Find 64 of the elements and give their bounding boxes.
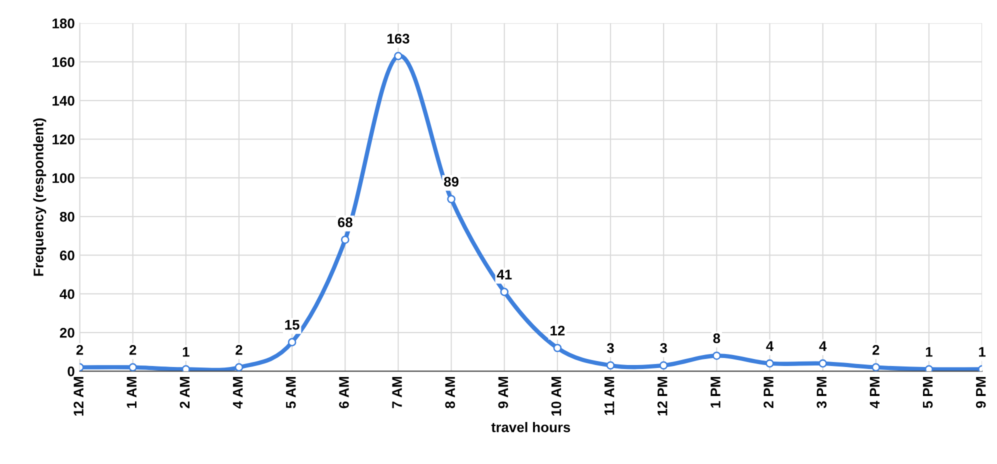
y-tick-label: 0 <box>68 366 74 376</box>
y-tick-label: 80 <box>60 212 74 222</box>
x-tick-label: 2 AM <box>180 376 190 408</box>
data-label: 4 <box>819 341 827 351</box>
x-tick-label: 12 PM <box>657 376 668 416</box>
data-label: 15 <box>285 320 300 330</box>
point <box>766 359 774 368</box>
data-label: 1 <box>926 347 932 357</box>
point <box>553 344 562 352</box>
x-tick-label: 5 AM <box>286 376 296 408</box>
point <box>606 361 615 370</box>
data-label: 1 <box>979 347 986 357</box>
data-label: 8 <box>713 333 720 344</box>
point <box>288 338 296 346</box>
x-tick-label: 10 AM <box>551 376 562 416</box>
data-label: 4 <box>766 341 774 351</box>
x-tick-label: 5 PM <box>923 376 933 408</box>
y-tick-label: 60 <box>60 250 74 260</box>
x-tick-label: 7 AM <box>392 376 402 408</box>
data-label: 2 <box>236 345 242 355</box>
point <box>182 365 190 372</box>
x-tick-label: 4 AM <box>233 376 243 409</box>
data-label: 3 <box>660 343 667 353</box>
point <box>924 365 934 372</box>
x-tick-label: 2 PM <box>764 376 774 408</box>
y-tick-label: 180 <box>52 18 74 28</box>
x-tick-label: 9 PM <box>976 376 986 408</box>
point <box>128 363 138 372</box>
x-tick-label: 8 AM <box>445 376 456 408</box>
point <box>394 52 402 60</box>
x-tick-label: 9 AM <box>498 376 508 408</box>
y-tick-label: 140 <box>52 96 74 106</box>
data-label: 163 <box>388 34 410 44</box>
point <box>659 361 668 370</box>
y-tick-label: 100 <box>52 173 74 184</box>
data-label: 12 <box>550 326 565 336</box>
x-tick-label: 11 AM <box>604 376 614 415</box>
x-tick-label: 3 PM <box>816 376 827 408</box>
x-tick-label: 6 AM <box>339 376 349 408</box>
x-tick-label: 1 PM <box>710 376 720 408</box>
data-label: 89 <box>444 176 458 187</box>
data-label: 2 <box>129 345 136 355</box>
y-tick-label: 120 <box>52 134 74 144</box>
x-axis-title: travel hours <box>491 422 570 432</box>
x-tick-label: 1 AM <box>126 376 136 408</box>
point <box>500 288 509 296</box>
point <box>872 363 880 372</box>
point <box>818 359 827 368</box>
data-label: 2 <box>76 345 84 355</box>
y-tick-label: 20 <box>60 328 74 338</box>
y-tick-label: 160 <box>52 57 74 68</box>
point <box>340 236 350 244</box>
y-axis-title: Frequency (respondent) <box>33 118 46 276</box>
x-tick-label: 12 AM <box>74 376 84 416</box>
data-label: 2 <box>872 345 880 355</box>
y-tick-label: 40 <box>60 289 74 300</box>
point <box>712 352 721 360</box>
data-label: 41 <box>496 270 512 280</box>
point <box>447 194 456 204</box>
x-tick-label: 4 PM <box>870 376 880 408</box>
data-label: 1 <box>182 347 190 357</box>
data-label: 3 <box>606 343 614 353</box>
data-label: 68 <box>338 217 352 228</box>
point <box>234 363 244 372</box>
